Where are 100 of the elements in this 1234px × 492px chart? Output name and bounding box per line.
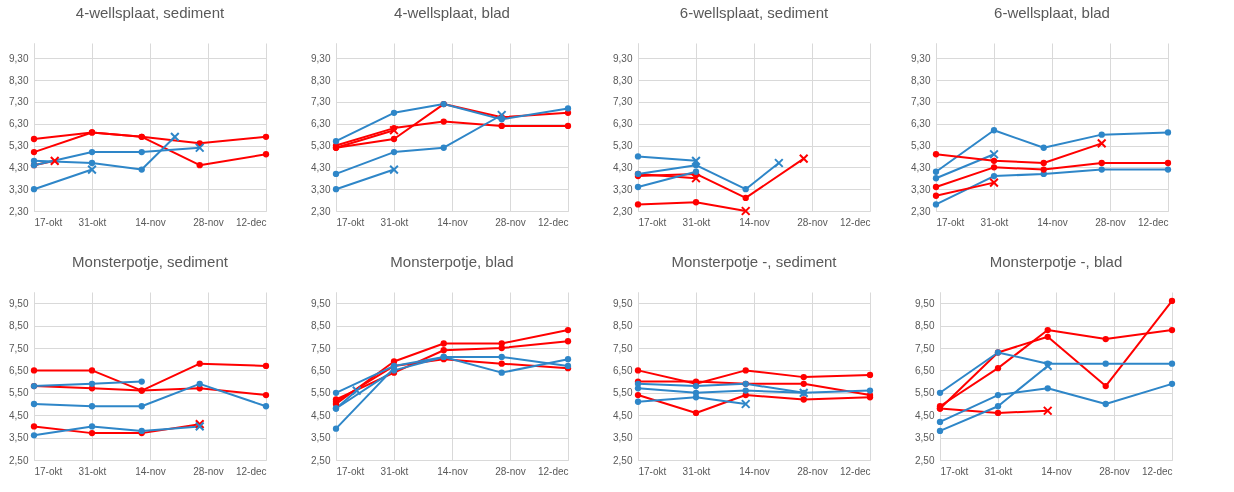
x-tick-label: 28-nov: [495, 216, 526, 228]
x-tick-label: 12-dec: [537, 465, 569, 477]
y-tick-label: 2,50: [311, 454, 331, 466]
y-tick-label: 4,50: [311, 409, 331, 421]
x-tick-label: 28-nov: [193, 465, 224, 477]
chart-title: 4-wellsplaat, blad: [394, 4, 510, 21]
y-tick-label: 7,30: [911, 96, 931, 108]
x-tick-label: 28-nov: [797, 465, 828, 477]
x-tick-label: 17-okt: [34, 216, 63, 228]
y-tick-label: 3,30: [9, 183, 29, 195]
y-tick-label: 9,30: [613, 52, 633, 64]
y-tick-label: 8,50: [613, 320, 633, 332]
chart-title: 6-wellsplaat, blad: [994, 4, 1110, 21]
y-tick-label: 8,50: [915, 320, 935, 332]
y-tick-label: 3,50: [9, 432, 29, 444]
y-tick-label: 8,30: [613, 74, 633, 86]
y-tick-label: 3,50: [915, 432, 935, 444]
x-tick-label: 31-okt: [78, 216, 107, 228]
y-tick-label: 9,50: [613, 297, 633, 309]
y-tick-label: 2,30: [613, 205, 633, 217]
y-tick-label: 5,30: [911, 140, 931, 152]
x-tick-label: 31-okt: [380, 216, 409, 228]
y-tick-label: 6,50: [311, 364, 331, 376]
y-tick-label: 6,30: [613, 118, 633, 130]
y-tick-label: 4,30: [9, 161, 29, 173]
y-tick-label: 6,50: [915, 364, 935, 376]
y-tick-label: 8,50: [311, 320, 331, 332]
x-tick-label: 12-dec: [1137, 216, 1169, 228]
chart-title: Monsterpotje -, blad: [989, 253, 1123, 270]
y-tick-label: 5,30: [311, 140, 331, 152]
x-tick-label: 31-okt: [380, 465, 409, 477]
y-tick-label: 7,30: [311, 96, 331, 108]
x-tick-label: 14-nov: [739, 465, 770, 477]
x-tick-label: 31-okt: [682, 216, 711, 228]
x-tick-label: 17-okt: [936, 216, 965, 228]
y-tick-label: 7,30: [613, 96, 633, 108]
x-tick-label: 17-okt: [336, 216, 365, 228]
x-tick-label: 14-nov: [739, 216, 770, 228]
y-tick-label: 9,50: [915, 297, 935, 309]
chart-title: 4-wellsplaat, sediment: [75, 4, 226, 21]
y-tick-label: 5,30: [613, 140, 633, 152]
y-tick-label: 8,50: [9, 320, 29, 332]
y-tick-label: 6,30: [9, 118, 29, 130]
chart-title: Monsterpotje, sediment: [72, 253, 229, 270]
y-tick-label: 6,30: [311, 118, 331, 130]
x-tick-label: 12-dec: [839, 216, 871, 228]
y-tick-label: 2,30: [911, 205, 931, 217]
y-tick-label: 8,30: [311, 74, 331, 86]
y-tick-label: 2,50: [915, 454, 935, 466]
y-tick-label: 7,50: [9, 342, 29, 354]
x-tick-label: 14-nov: [437, 216, 468, 228]
y-tick-label: 5,50: [9, 387, 29, 399]
y-tick-label: 4,30: [311, 161, 331, 173]
y-tick-label: 7,50: [613, 342, 633, 354]
x-tick-label: 14-nov: [135, 465, 166, 477]
y-tick-label: 5,30: [9, 140, 29, 152]
y-tick-label: 6,30: [911, 118, 931, 130]
y-tick-label: 4,50: [9, 409, 29, 421]
chart-title: 6-wellsplaat, sediment: [679, 4, 830, 21]
y-tick-label: 2,30: [9, 205, 29, 217]
y-tick-label: 3,30: [311, 183, 331, 195]
x-tick-label: 12-dec: [235, 216, 267, 228]
x-tick-label: 12-dec: [235, 465, 267, 477]
y-tick-label: 9,30: [311, 52, 331, 64]
x-tick-label: 14-nov: [135, 216, 166, 228]
x-tick-label: 28-nov: [1099, 465, 1130, 477]
y-tick-label: 7,30: [9, 96, 29, 108]
x-tick-label: 28-nov: [797, 216, 828, 228]
x-tick-label: 17-okt: [336, 465, 365, 477]
y-tick-label: 9,50: [311, 297, 331, 309]
x-tick-label: 17-okt: [638, 216, 667, 228]
y-tick-label: 5,50: [915, 387, 935, 399]
y-tick-label: 3,50: [311, 432, 331, 444]
y-tick-label: 2,50: [613, 454, 633, 466]
y-tick-label: 4,30: [613, 161, 633, 173]
y-tick-label: 3,30: [613, 183, 633, 195]
x-tick-label: 31-okt: [984, 465, 1013, 477]
x-tick-label: 28-nov: [193, 216, 224, 228]
x-tick-label: 31-okt: [980, 216, 1009, 228]
y-tick-label: 9,30: [911, 52, 931, 64]
x-tick-label: 14-nov: [437, 465, 468, 477]
x-tick-label: 17-okt: [34, 465, 63, 477]
y-tick-label: 6,50: [9, 364, 29, 376]
y-tick-label: 6,50: [613, 364, 633, 376]
y-tick-label: 3,50: [613, 432, 633, 444]
x-tick-label: 28-nov: [1095, 216, 1126, 228]
x-tick-label: 17-okt: [940, 465, 969, 477]
y-tick-label: 2,30: [311, 205, 331, 217]
y-tick-label: 9,30: [9, 52, 29, 64]
x-tick-label: 12-dec: [1141, 465, 1173, 477]
y-tick-label: 7,50: [311, 342, 331, 354]
x-tick-label: 14-nov: [1041, 465, 1072, 477]
y-tick-label: 4,30: [911, 161, 931, 173]
x-tick-label: 14-nov: [1037, 216, 1068, 228]
y-tick-label: 4,50: [613, 409, 633, 421]
y-tick-label: 2,50: [9, 454, 29, 466]
x-tick-label: 28-nov: [495, 465, 526, 477]
chart-title: Monsterpotje, blad: [390, 253, 514, 270]
y-tick-label: 5,50: [311, 387, 331, 399]
x-tick-label: 12-dec: [839, 465, 871, 477]
